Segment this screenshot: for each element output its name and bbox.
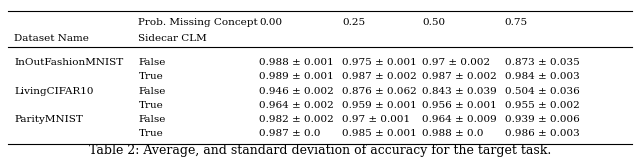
Text: True: True [138, 72, 163, 81]
Text: 0.50: 0.50 [422, 18, 445, 27]
Text: 0.946 ± 0.002: 0.946 ± 0.002 [259, 87, 334, 96]
Text: Table 2: Average, and standard deviation of accuracy for the target task.: Table 2: Average, and standard deviation… [89, 144, 551, 157]
Text: True: True [138, 129, 163, 138]
Text: Prob. Missing Concept: Prob. Missing Concept [138, 18, 258, 27]
Text: Sidecar CLM: Sidecar CLM [138, 34, 207, 43]
Text: True: True [138, 101, 163, 110]
Text: LivingCIFAR10: LivingCIFAR10 [14, 87, 93, 96]
Text: 0.97 ± 0.001: 0.97 ± 0.001 [342, 115, 410, 124]
Text: 0.959 ± 0.001: 0.959 ± 0.001 [342, 101, 417, 110]
Text: 0.975 ± 0.001: 0.975 ± 0.001 [342, 58, 417, 67]
Text: False: False [138, 87, 166, 96]
Text: False: False [138, 58, 166, 67]
Text: 0.987 ± 0.002: 0.987 ± 0.002 [342, 72, 417, 81]
Text: 0.00: 0.00 [259, 18, 283, 27]
Text: 0.939 ± 0.006: 0.939 ± 0.006 [505, 115, 580, 124]
Text: 0.964 ± 0.009: 0.964 ± 0.009 [422, 115, 497, 124]
Text: 0.504 ± 0.036: 0.504 ± 0.036 [505, 87, 580, 96]
Text: 0.843 ± 0.039: 0.843 ± 0.039 [422, 87, 497, 96]
Text: Dataset Name: Dataset Name [14, 34, 89, 43]
Text: 0.987 ± 0.0: 0.987 ± 0.0 [259, 129, 321, 138]
Text: 0.956 ± 0.001: 0.956 ± 0.001 [422, 101, 497, 110]
Text: 0.955 ± 0.002: 0.955 ± 0.002 [505, 101, 580, 110]
Text: 0.964 ± 0.002: 0.964 ± 0.002 [259, 101, 334, 110]
Text: 0.985 ± 0.001: 0.985 ± 0.001 [342, 129, 417, 138]
Text: 0.873 ± 0.035: 0.873 ± 0.035 [505, 58, 580, 67]
Text: 0.987 ± 0.002: 0.987 ± 0.002 [422, 72, 497, 81]
Text: 0.984 ± 0.003: 0.984 ± 0.003 [505, 72, 580, 81]
Text: 0.989 ± 0.001: 0.989 ± 0.001 [259, 72, 334, 81]
Text: 0.986 ± 0.003: 0.986 ± 0.003 [505, 129, 580, 138]
Text: 0.988 ± 0.0: 0.988 ± 0.0 [422, 129, 483, 138]
Text: 0.75: 0.75 [505, 18, 528, 27]
Text: InOutFashionMNIST: InOutFashionMNIST [14, 58, 124, 67]
Text: False: False [138, 115, 166, 124]
Text: 0.982 ± 0.002: 0.982 ± 0.002 [259, 115, 334, 124]
Text: 0.876 ± 0.062: 0.876 ± 0.062 [342, 87, 417, 96]
Text: 0.25: 0.25 [342, 18, 365, 27]
Text: ParityMNIST: ParityMNIST [14, 115, 83, 124]
Text: 0.97 ± 0.002: 0.97 ± 0.002 [422, 58, 490, 67]
Text: 0.988 ± 0.001: 0.988 ± 0.001 [259, 58, 334, 67]
